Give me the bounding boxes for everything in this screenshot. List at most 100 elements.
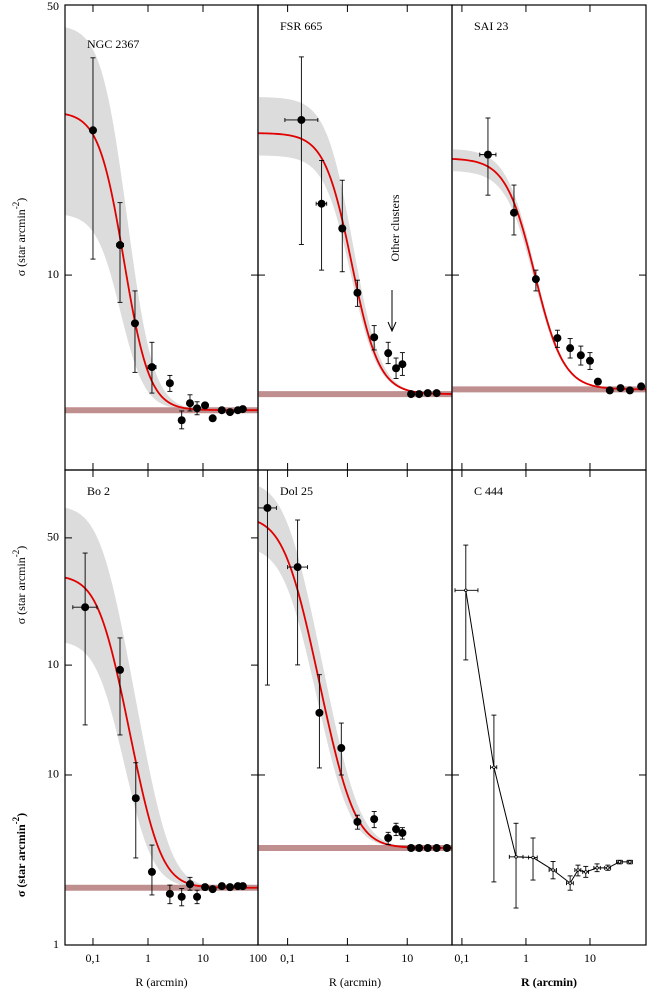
point bbox=[423, 389, 432, 398]
y-axis-label-part: σ (star arcmin bbox=[14, 557, 28, 624]
point bbox=[297, 115, 306, 124]
point bbox=[238, 405, 247, 414]
panel bbox=[452, 117, 646, 395]
panel-axes: 0,1 1 10 Dol 25 R (arcmin) bbox=[257, 469, 453, 989]
panel-title: Dol 25 bbox=[280, 484, 313, 498]
panel-title: SAI 23 bbox=[474, 19, 508, 33]
annotation: Other clusters bbox=[388, 194, 402, 261]
y-axis-label-part: ) bbox=[14, 198, 28, 202]
point bbox=[185, 399, 194, 408]
point bbox=[423, 843, 432, 852]
annotation-arrowhead bbox=[387, 321, 397, 333]
point bbox=[370, 815, 379, 824]
point bbox=[81, 603, 90, 612]
point bbox=[193, 404, 202, 413]
point bbox=[226, 883, 235, 892]
point bbox=[147, 363, 156, 372]
fit-band bbox=[65, 27, 258, 411]
x-tick-label: 10 bbox=[584, 951, 596, 965]
point bbox=[177, 416, 186, 425]
point bbox=[185, 880, 194, 889]
fit-curve bbox=[452, 158, 646, 391]
point bbox=[432, 389, 441, 398]
y-axis-label-part: -2 bbox=[11, 816, 21, 824]
point bbox=[193, 892, 202, 901]
point bbox=[165, 889, 174, 898]
x-axis-label: R (arcmin) bbox=[521, 975, 577, 989]
x-tick-label: 1 bbox=[523, 951, 529, 965]
point bbox=[407, 843, 416, 852]
point bbox=[353, 288, 362, 297]
point bbox=[226, 408, 235, 417]
point bbox=[628, 860, 632, 864]
point bbox=[147, 867, 156, 876]
point bbox=[514, 855, 518, 859]
panel-title: Bo 2 bbox=[87, 484, 110, 498]
point bbox=[584, 870, 588, 874]
x-tick-label: 1 bbox=[145, 951, 151, 965]
point bbox=[407, 390, 416, 399]
point bbox=[637, 382, 646, 391]
panel-axes: FSR 665 Other clusters bbox=[257, 4, 453, 471]
point bbox=[617, 860, 622, 864]
fit-band bbox=[65, 507, 258, 888]
panel-axes: SAI 23 bbox=[451, 4, 647, 471]
point bbox=[384, 833, 393, 842]
point bbox=[130, 319, 139, 328]
y-axis-label-part: σ (star arcmin bbox=[14, 824, 28, 897]
point bbox=[595, 866, 599, 870]
x-tick-label: 10 bbox=[197, 951, 209, 965]
point bbox=[88, 126, 97, 135]
point bbox=[531, 855, 535, 860]
point bbox=[392, 825, 401, 834]
y-axis-label-part: ) bbox=[14, 546, 28, 550]
point bbox=[568, 881, 572, 885]
y-tick-label: 10 bbox=[47, 267, 59, 281]
point bbox=[131, 794, 140, 803]
panel-frame bbox=[451, 469, 647, 946]
point bbox=[116, 241, 125, 250]
point bbox=[263, 503, 272, 512]
fit-curve bbox=[65, 113, 258, 412]
panel-frame bbox=[451, 4, 647, 471]
panel-frame bbox=[257, 4, 453, 471]
point bbox=[208, 885, 217, 894]
point bbox=[576, 868, 580, 872]
point bbox=[217, 882, 226, 891]
point bbox=[370, 333, 379, 342]
y-tick-label: 50 bbox=[47, 0, 59, 13]
fit-band bbox=[258, 485, 452, 848]
panel-axes: 10 50 NGC 2367 σ (star arcmin-2) bbox=[11, 0, 259, 471]
point bbox=[165, 379, 174, 388]
panel-title: C 444 bbox=[474, 484, 503, 498]
y-axis-label: σ (star arcmin-2) bbox=[11, 198, 28, 277]
panel bbox=[65, 27, 258, 430]
panel-title: NGC 2367 bbox=[87, 37, 139, 51]
point bbox=[553, 334, 562, 343]
point bbox=[293, 563, 302, 572]
x-tick-label: 100 bbox=[249, 951, 267, 965]
x-axis-label: R (arcmin) bbox=[135, 975, 187, 989]
point bbox=[317, 199, 326, 208]
x-tick-label: 10 bbox=[401, 951, 413, 965]
panel-axes: 0,1 1 10 C 444 R (arcmin) bbox=[451, 469, 647, 989]
point bbox=[217, 406, 226, 415]
panel bbox=[65, 507, 258, 907]
x-tick-label: 0,1 bbox=[280, 951, 295, 965]
point bbox=[415, 843, 424, 852]
point bbox=[384, 349, 393, 358]
panel bbox=[258, 470, 452, 852]
point bbox=[483, 150, 492, 159]
point bbox=[208, 414, 217, 423]
point bbox=[201, 883, 210, 892]
point bbox=[551, 868, 555, 872]
point bbox=[337, 744, 346, 753]
point bbox=[585, 356, 594, 365]
point bbox=[625, 386, 634, 395]
point bbox=[531, 275, 540, 284]
x-tick-label: 0,1 bbox=[454, 951, 469, 965]
x-tick-label: 0,1 bbox=[85, 951, 100, 965]
